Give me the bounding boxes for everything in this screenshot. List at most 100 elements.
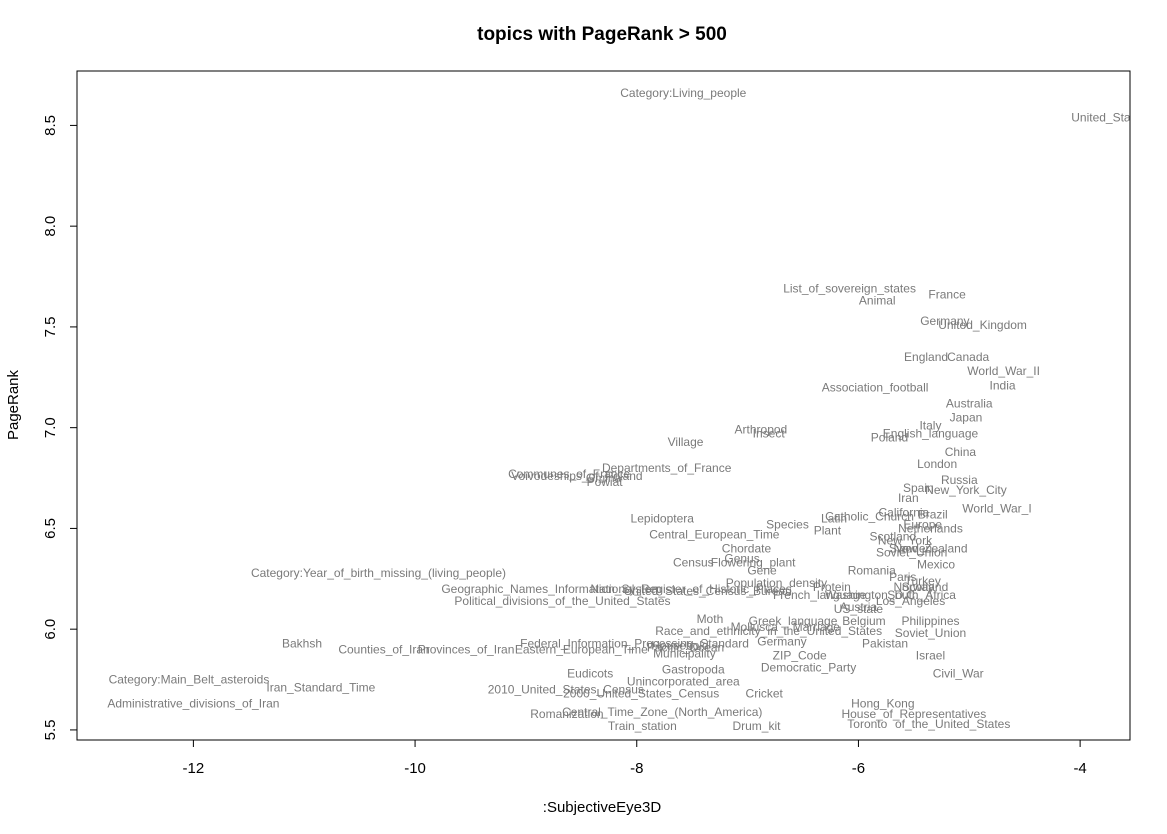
point-label: London [917,457,957,471]
point-label: Moth [697,612,724,626]
point-label: Soviet_Union [895,626,966,640]
point-label: Washington_D.C. [825,588,919,602]
point-label: Central_Time_Zone_(North_America) [562,705,762,719]
point-label: United_States [1071,110,1146,124]
point-label: Scotland [869,529,916,543]
point-label: Plant [814,523,842,537]
point-label: Pacific_Ocean [647,640,724,654]
point-label: National_Register_of_Historic_Places [590,582,791,596]
point-label: Household [651,638,708,652]
point-label: 2010_United_States_Census [488,683,644,697]
y-tick-label: 5.5 [42,719,59,740]
point-label: ZIP_Code [773,648,827,662]
point-label: New_York [878,534,933,548]
point-label: Arthropod [735,423,788,437]
point-label: Germany [920,314,969,328]
point-label: Village [668,435,704,449]
point-label: Race_and_ethnicity_in_the_United_States [655,624,882,638]
point-label: Poland [871,431,908,445]
point-label: Census [673,556,714,570]
point-label: Chordate [722,542,772,556]
point-label: Protein [813,580,851,594]
point-label: Brazil [918,507,948,521]
point-label: Hong_Kong [851,697,914,711]
point-label: 2000_United_States_Census [563,687,719,701]
point-label: Category:Main_Belt_asteroids [109,673,270,687]
point-label: List_of_sovereign_states [783,282,916,296]
point-label: Romania [848,564,896,578]
point-label: Eastern_European_Time [515,642,648,656]
point-label: Turkey [905,574,941,588]
point-label: United_States_Census_Bureau [624,584,792,598]
x-tick-label: -10 [404,760,426,777]
y-axis-label: PageRank [5,369,22,440]
point-label: House_of_Representatives [841,707,986,721]
point-label: Australia [946,396,993,410]
point-label: Train_station [608,719,677,733]
y-tick-label: 7.0 [42,417,59,438]
point-label: Drum_kit [732,719,781,733]
point-label: Category:Year_of_birth_missing_(living_p… [251,566,506,580]
point-label: Austria [840,600,878,614]
point-label: Civil_War [933,667,984,681]
y-tick-label: 8.0 [42,216,59,237]
point-label: English_language [883,427,979,441]
point-label: Sweden [889,542,932,556]
point-label: Canada [947,350,989,364]
point-label: New_York_City [925,483,1007,497]
y-tick-label: 6.0 [42,619,59,640]
point-label: Species [766,517,809,531]
point-label: Departments_of_France [602,461,732,475]
y-tick-label: 6.5 [42,518,59,539]
point-label: Flowering_plant [711,556,796,570]
point-label: Spain [903,481,934,495]
point-label: Mexico [917,558,955,572]
point-label: Counties_of_Iran [338,642,429,656]
point-label: Powiat [587,475,624,489]
point-label: Germany [757,634,806,648]
point-label: Paris [889,570,916,584]
point-labels: Category:Living_people United_States List_… [107,86,1146,733]
point-label: New_Zealand [893,542,967,556]
x-tick-label: -12 [183,760,205,777]
point-label: Belgium [842,614,885,628]
point-label: Lepidoptera [631,511,695,525]
point-label: India [990,378,1016,392]
point-label: Provinces_of_Iran [418,642,515,656]
point-label: Latin [821,511,847,525]
point-label: Political_divisions_of_the_United_States [454,594,670,608]
point-label: Pakistan [862,636,908,650]
point-label: Insect [753,427,786,441]
point-label: Gene [747,564,777,578]
point-label: Voivodeships_of_Poland [511,469,642,483]
point-label: Central_European_Time [649,527,780,541]
point-label: Unincorporated_area [627,675,740,689]
point-label: United_Kingdom [938,318,1027,332]
y-axis: 5.5 6.0 6.5 7.0 7.5 8.0 8.5 [42,115,77,740]
point-label: Marriage [793,620,841,634]
point-label: Iran [898,491,919,505]
point-label: Population_density [726,576,827,590]
point-label: Association_football [822,380,929,394]
plot-frame [76,70,1131,741]
point-label: Europe [903,517,942,531]
point-label: World_War_II [967,364,1040,378]
point-label: Italy [919,419,941,433]
point-label: World_War_I [962,501,1031,515]
point-label: Eudicots [567,667,613,681]
point-label: Romanization [530,707,603,721]
y-tick-label: 8.5 [42,115,59,136]
point-label: Norway [894,580,935,594]
point-label: US_state [834,602,884,616]
point-label: Democratic_Party [761,660,856,674]
point-label: Geographic_Names_Information_System [441,582,661,596]
point-label: Gastropoda [662,662,725,676]
point-label: China [945,445,977,459]
point-label: Communes_of_France [508,467,630,481]
point-label: Japan [950,411,983,425]
point-label: Genus [724,552,759,566]
point-label: of_the_United_States [895,717,1010,731]
point-label: Los_Angeles [876,594,945,608]
point-label: France [928,288,966,302]
chart-title: topics with PageRank > 500 [477,24,727,45]
